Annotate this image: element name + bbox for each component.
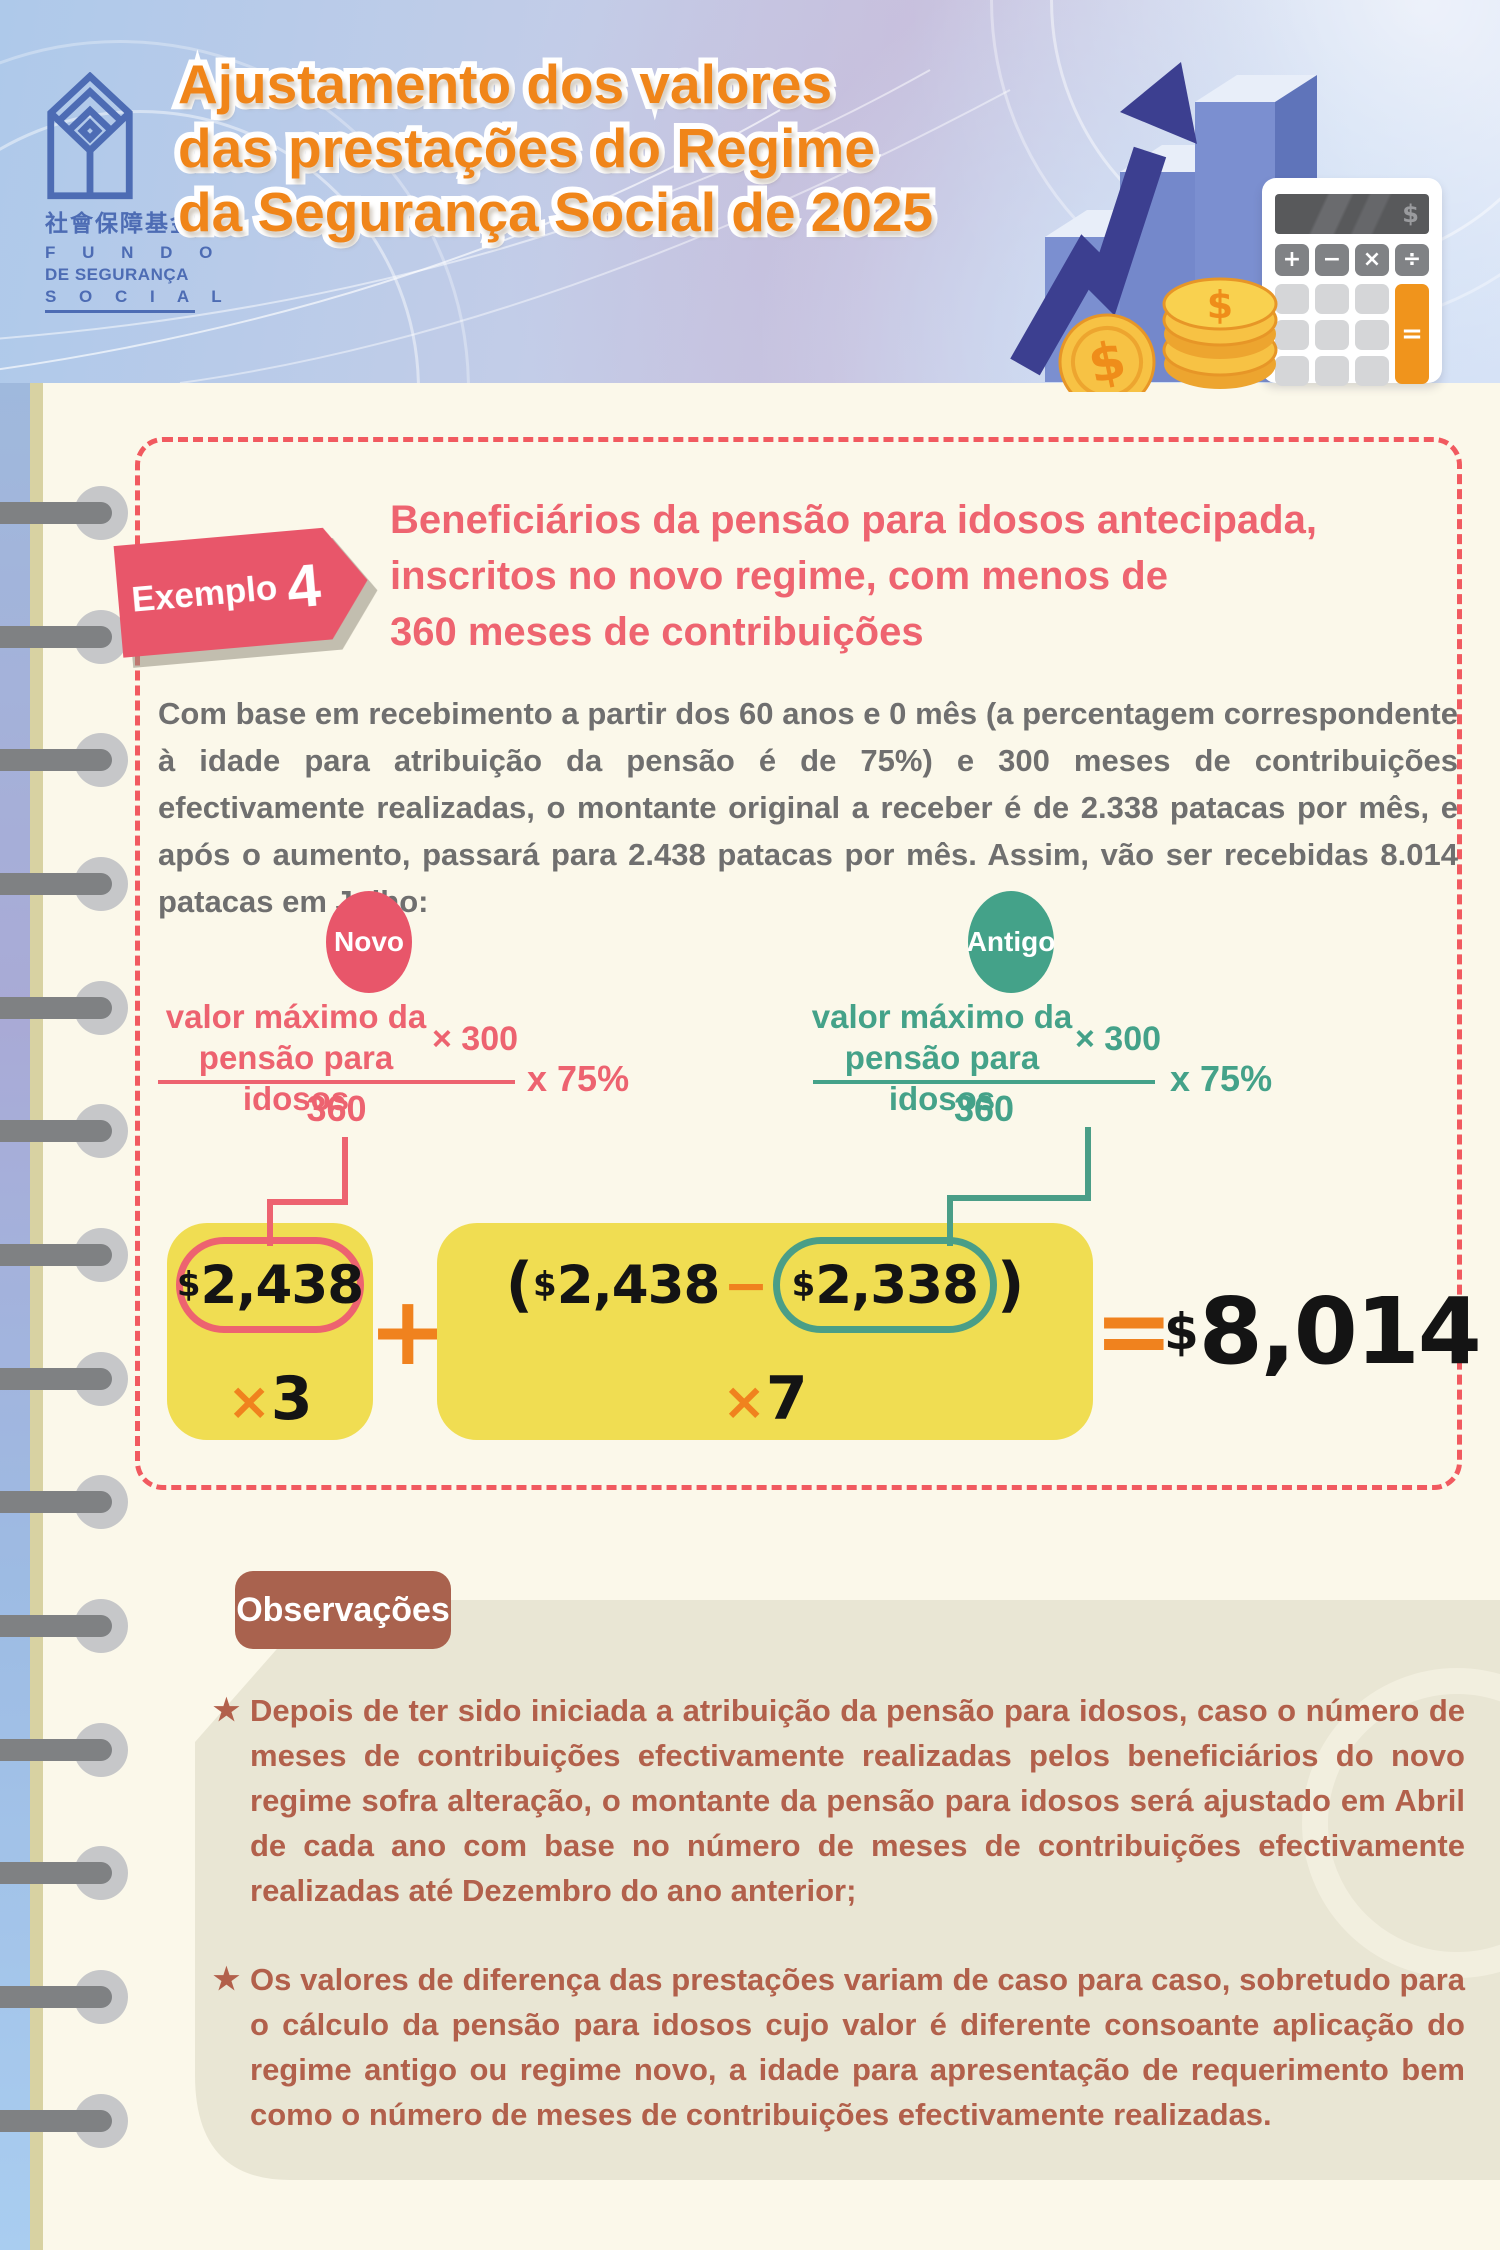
formula-new-denominator: 360: [306, 1088, 367, 1129]
calc-key-blank: [1275, 284, 1309, 314]
title-line-2: das prestações do Regime: [172, 111, 881, 185]
observation-item: ★ Depois de ter sido iniciada a atribuiç…: [213, 1688, 1465, 1913]
calc-key-blank: [1315, 284, 1349, 314]
calc-key-plus: +: [1275, 244, 1309, 276]
calculator-screen: $: [1275, 194, 1429, 234]
multiply-sign: ×: [227, 1372, 271, 1432]
arrow-up-icon: [1010, 62, 1197, 376]
example-badge-shape: Exemplo 4: [114, 524, 373, 657]
currency-sign: $: [533, 1265, 557, 1305]
capsule-old-amount: $2,338: [772, 1237, 997, 1333]
formula-new-times300: × 300: [432, 1020, 519, 1058]
example-body-text: Com base em recebimento a partir dos 60 …: [158, 696, 1458, 919]
formula-new-numerator: valor máximo da pensão para idosos: [146, 996, 446, 1119]
logo-chinese-text: 社會保障基金: [45, 210, 195, 236]
calc-key-equals: =: [1395, 284, 1429, 384]
example-badge: Exemplo 4: [114, 524, 373, 657]
example-heading: Beneficiários da pensão para idosos ante…: [390, 492, 1450, 660]
calc-key-divide: ÷: [1395, 244, 1429, 276]
amount-new: 2,438: [556, 1254, 721, 1316]
logo-text-social: S O C I A L: [45, 287, 222, 313]
calc-key-blank: [1275, 320, 1309, 350]
house-logo-icon: [47, 72, 133, 200]
coin-dollar-sign: $: [1207, 283, 1233, 327]
result-amount: 8,014: [1198, 1278, 1482, 1385]
formula-old-fraction-bar: [813, 1080, 1155, 1084]
plus-sign: +: [368, 1276, 448, 1387]
calc-key-multiply: ×: [1355, 244, 1389, 276]
formula-old-times300: × 300: [1075, 1020, 1162, 1058]
example-badge-number: 4: [284, 550, 324, 621]
calc-box-new: $2,438 ×3: [167, 1223, 373, 1440]
observation-item: ★ Os valores de diferença das prestações…: [213, 1957, 1465, 2137]
difference-expression: ( $2,438 − $2,338 ): [437, 1233, 1093, 1337]
open-paren: (: [505, 1250, 534, 1320]
currency-sign: $: [176, 1265, 201, 1305]
calc-key-minus: −: [1315, 244, 1349, 276]
calc-key-blank: [1355, 320, 1389, 350]
example-dashed-border: [135, 437, 1462, 1490]
page-title: Ajustamento dos valores das prestações d…: [172, 47, 939, 249]
multiplier-row: ×3: [167, 1364, 373, 1434]
calculator-icon: $ + − × ÷ =: [1262, 178, 1442, 386]
example-heading-line3: 360 meses de contribuições: [390, 610, 924, 654]
multiplier-row: ×7: [437, 1364, 1093, 1434]
calc-key-blank: [1275, 356, 1309, 386]
badge-novo: Novo: [326, 891, 412, 993]
capsule-new-amount: $2,438: [176, 1237, 364, 1333]
example-heading-line1: Beneficiários da pensão para idosos ante…: [390, 498, 1317, 542]
equals-sign: =: [1094, 1276, 1174, 1387]
amount-old: 2,338: [815, 1254, 979, 1316]
currency-sign: $: [791, 1265, 816, 1305]
formula-new-times75: x 75%: [527, 1058, 630, 1099]
title-line-3: da Segurança Social de 2025: [172, 175, 939, 249]
result-total: $8,014: [1164, 1223, 1482, 1440]
observation-text: Os valores de diferença das prestações v…: [250, 1962, 1465, 2132]
formula-old-denominator: 360: [953, 1088, 1015, 1129]
observation-text: Depois de ter sido iniciada a atribuição…: [250, 1693, 1465, 1908]
coins-icon: $ $: [1058, 277, 1278, 392]
example-heading-line2: inscritos no novo regime, com menos de: [390, 554, 1168, 598]
observations-list: ★ Depois de ter sido iniciada a atribuiç…: [213, 1688, 1465, 2181]
formula-old-numerator-line1: valor máximo da: [811, 998, 1073, 1035]
multiply-sign: ×: [722, 1372, 766, 1432]
formula-new-fraction-bar: [158, 1080, 515, 1084]
calc-key-blank: [1355, 284, 1389, 314]
formula-old-numerator: valor máximo da pensão para idosos: [792, 996, 1092, 1119]
header-banner: 社會保障基金 F U N D O DE SEGURANÇA S O C I A …: [0, 0, 1500, 383]
amount-new: 2,438: [200, 1254, 365, 1316]
calc-key-blank: [1315, 356, 1349, 386]
title-line-1: Ajustamento dos valores: [172, 47, 838, 121]
minus-sign: −: [723, 1253, 769, 1317]
observations-badge: Observações: [235, 1571, 451, 1649]
swoosh-lines: [0, 69, 1011, 383]
currency-sign: $: [1164, 1302, 1199, 1361]
formula-old-times75: x 75%: [1170, 1058, 1273, 1099]
calc-key-blank: [1315, 320, 1349, 350]
fss-logo: 社會保障基金 F U N D O DE SEGURANÇA S O C I A …: [45, 72, 224, 313]
star-icon: ★: [213, 1694, 240, 1727]
formula-new-numerator-line1: valor máximo da: [165, 998, 427, 1035]
coin-stack: $: [1162, 277, 1278, 389]
formula-old-numerator-line2: pensão para idosos: [844, 1039, 1040, 1117]
close-paren: ): [996, 1250, 1025, 1320]
logo-text-fundo: F U N D O: [45, 243, 224, 262]
calc-box-difference: ( $2,438 − $2,338 ) ×7: [437, 1223, 1093, 1440]
logo-text-seguranca: DE SEGURANÇA: [45, 265, 189, 284]
formula-new-numerator-line2: pensão para idosos: [198, 1039, 394, 1117]
notebook-side-strip: [0, 383, 30, 2250]
notebook-page-edge: [30, 383, 43, 2250]
badge-antigo: Antigo: [967, 891, 1055, 993]
observations-panel: [190, 1600, 1500, 2180]
star-icon: ★: [213, 1963, 240, 1996]
example-badge-label: Exemplo: [130, 568, 279, 620]
coin-single: $: [1058, 313, 1156, 392]
calc-key-blank: [1355, 356, 1389, 386]
multiplier-months: 3: [270, 1364, 313, 1434]
multiplier-months: 7: [765, 1364, 808, 1434]
